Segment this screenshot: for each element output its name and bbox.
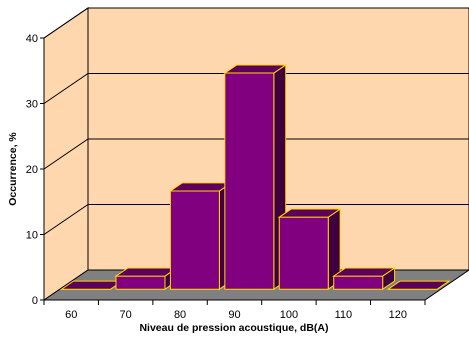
bar-110 [332,267,397,291]
bar-90 [223,64,288,291]
x-tick-label: 60 [65,309,77,321]
bar-front [333,275,384,290]
gridline [43,204,469,235]
bar-top [386,280,451,290]
x-tick-label: 120 [389,309,407,321]
x-tick-label: 80 [174,309,186,321]
bar-front [224,72,275,290]
bar-top [277,208,342,218]
bar-80 [168,181,233,291]
x-tick-label: 110 [335,309,353,321]
gridline [43,73,469,104]
gridline [43,138,469,170]
x-tick-label: 70 [120,309,132,321]
bar-top [332,267,397,277]
y-tick-label: 0 [32,295,38,307]
x-tick-labels: 60 70 80 90 100 110 120 [43,300,426,321]
y-tick-labels: 0 10 20 30 40 [26,33,44,307]
bar-front [169,190,220,290]
y-tick-label: 10 [26,230,38,242]
bar-100 [277,208,342,291]
grid-lines [43,7,469,235]
bar-120 [386,280,451,290]
gridline [43,7,469,39]
x-tick-label: 100 [280,309,298,321]
bars [59,64,451,291]
y-tick-label: 20 [26,164,38,176]
bar-70 [114,267,179,291]
y-tick-label: 30 [26,99,38,111]
bar-top [223,64,288,74]
x-tick-label: 90 [228,309,240,321]
bar-front [278,216,329,290]
x-axis-title: Niveau de pression acoustique, dB(A) [139,322,328,334]
y-axis-title: Occurrence, % [7,132,19,206]
y-tick-label: 40 [26,33,38,45]
bar-front [115,275,166,290]
